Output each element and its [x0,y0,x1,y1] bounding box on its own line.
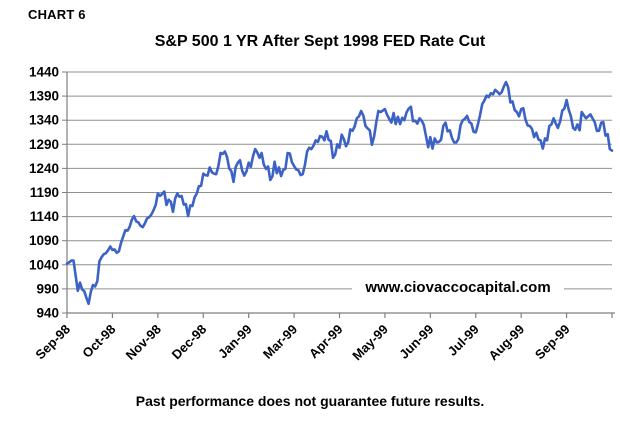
x-tick-label: Jun-99 [396,322,436,362]
sp500-line-chart: 940 990 1040 1090 1140 1190 1240 1290 1340 1390 14… [29,65,615,364]
y-tick-label: 1390 [29,89,59,104]
watermark-text: www.ciovaccocapital.com [364,279,550,296]
x-tick-label: Mar-99 [260,322,300,362]
sp500-series-line [65,80,614,306]
chart-number-label: CHART 6 [28,7,86,22]
y-tick-label: 1040 [29,257,59,272]
x-tick-label: Jul-99 [445,322,482,359]
chart-title: S&P 500 1 YR After Sept 1998 FED Rate Cu… [154,33,486,50]
y-tick-label: 1190 [30,185,59,200]
x-tick-label: Nov-98 [123,322,164,363]
x-tick-label: Sep-98 [32,322,73,363]
y-gridlines [62,71,612,314]
x-axis-labels: Sep-98 Oct-98 Nov-98 Dec-98 Jan-99 Mar-99 Apr-… [32,313,573,364]
x-tick-label: Apr-99 [306,322,346,362]
x-tick-label: Sep-99 [532,322,573,363]
y-axis-labels: 940 990 1040 1090 1140 1190 1240 1290 1340 1390 14… [29,65,59,321]
y-tick-label: 1240 [29,161,59,176]
x-tick-label: May-99 [349,322,391,364]
watermark-background [352,276,564,294]
y-tick-label: 990 [36,281,59,296]
y-tick-label: 1340 [29,113,59,128]
y-tick-label: 1090 [29,233,59,248]
y-tick-label: 1290 [29,137,59,152]
y-tick-label: 1140 [30,209,59,224]
x-tick-label: Oct-98 [79,322,118,361]
y-tick-label: 1440 [29,65,59,80]
x-tick-label: Jan-99 [215,322,255,362]
y-tick-label: 940 [36,306,59,321]
x-tick-label: Aug-99 [486,322,528,364]
disclaimer-text: Past performance does not guarantee futu… [135,393,485,409]
x-tick-label: Dec-98 [169,322,210,363]
